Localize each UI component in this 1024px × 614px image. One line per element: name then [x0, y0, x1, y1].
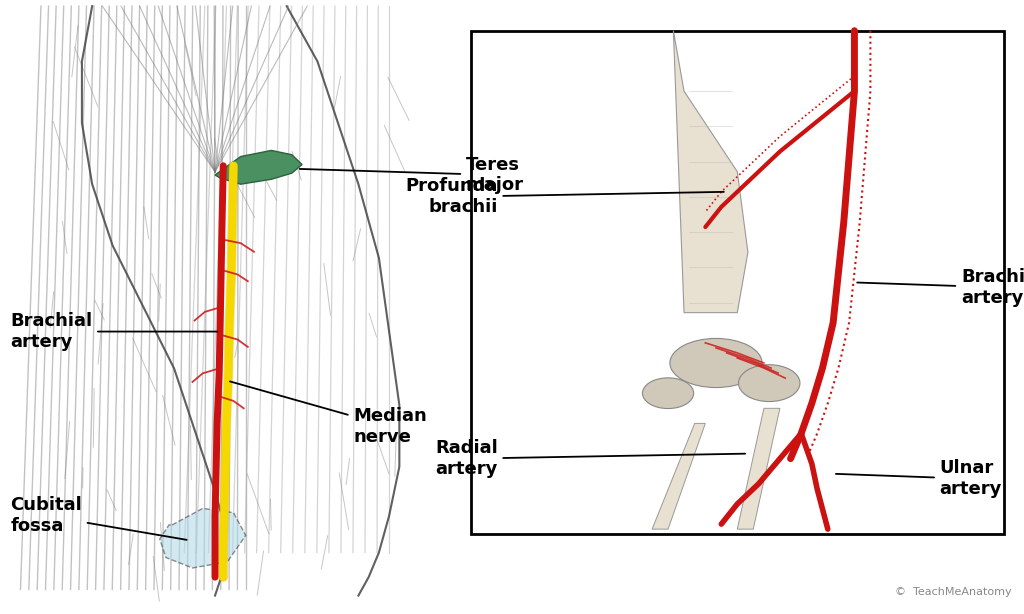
Text: Cubital
fossa: Cubital fossa	[10, 496, 186, 540]
Text: Brachial
artery: Brachial artery	[10, 312, 217, 351]
Text: ©  TeachMeAnatomy: © TeachMeAnatomy	[895, 587, 1012, 597]
Polygon shape	[737, 408, 780, 529]
Polygon shape	[674, 31, 748, 313]
Ellipse shape	[738, 365, 800, 402]
Ellipse shape	[642, 378, 693, 408]
Text: Teres
major: Teres major	[300, 155, 524, 195]
Text: Median
nerve: Median nerve	[230, 381, 427, 446]
Polygon shape	[160, 508, 246, 568]
Text: Ulnar
artery: Ulnar artery	[836, 459, 1002, 498]
Polygon shape	[652, 424, 706, 529]
Text: Brachial
artery: Brachial artery	[857, 268, 1024, 307]
Text: Profunda
brachii: Profunda brachii	[406, 177, 724, 216]
Text: Radial
artery: Radial artery	[435, 439, 745, 478]
Ellipse shape	[670, 338, 762, 387]
Bar	[471, 31, 1004, 534]
Bar	[10, 12, 451, 608]
Polygon shape	[215, 150, 302, 184]
